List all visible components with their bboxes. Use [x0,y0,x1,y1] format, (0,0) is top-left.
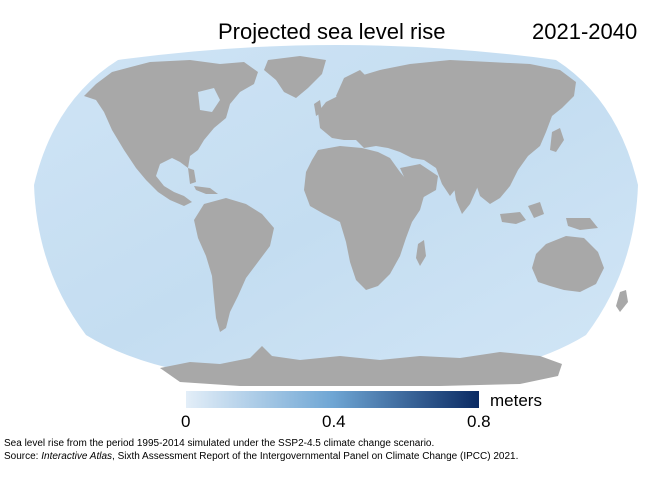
legend-tick-mid: 0.4 [322,412,346,431]
land-africa [304,146,424,290]
caption-description: Sea level rise from the period 1995-2014… [4,438,435,449]
color-scale-bar [186,391,479,408]
land-cuba [194,186,218,194]
caption-source-atlas: Interactive Atlas [41,451,113,462]
land-japan [550,128,564,152]
world-map [34,45,638,386]
water-hudson-bay [198,88,220,112]
land-australia [532,236,604,292]
land-antarctica [160,346,562,386]
land-madagascar [416,240,426,266]
legend-tick-max: 0.8 [467,412,491,431]
land-scandinavia [336,70,368,106]
land-florida [188,168,196,184]
caption-source-rest: , Sixth Assessment Report of the Intergo… [112,451,519,462]
land-britain [314,100,322,116]
land-south-america [194,198,274,332]
land-indonesia [500,212,526,224]
land-new-guinea [566,218,598,230]
land-india [452,172,478,214]
land-greenland [264,56,326,98]
time-period-label: 2021-2040 [532,19,638,44]
legend-tick-min: 0 [181,412,191,431]
land-eurasia [318,60,576,204]
caption-source: Source: Interactive Atlas, Sixth Assessm… [4,451,518,463]
land-borneo [528,202,544,218]
legend-unit-label: meters [490,391,542,410]
map-title: Projected sea level rise [218,19,446,44]
land-arabia [400,164,438,198]
caption-source-prefix: Source: [4,451,42,462]
land-new-zealand [616,290,628,312]
